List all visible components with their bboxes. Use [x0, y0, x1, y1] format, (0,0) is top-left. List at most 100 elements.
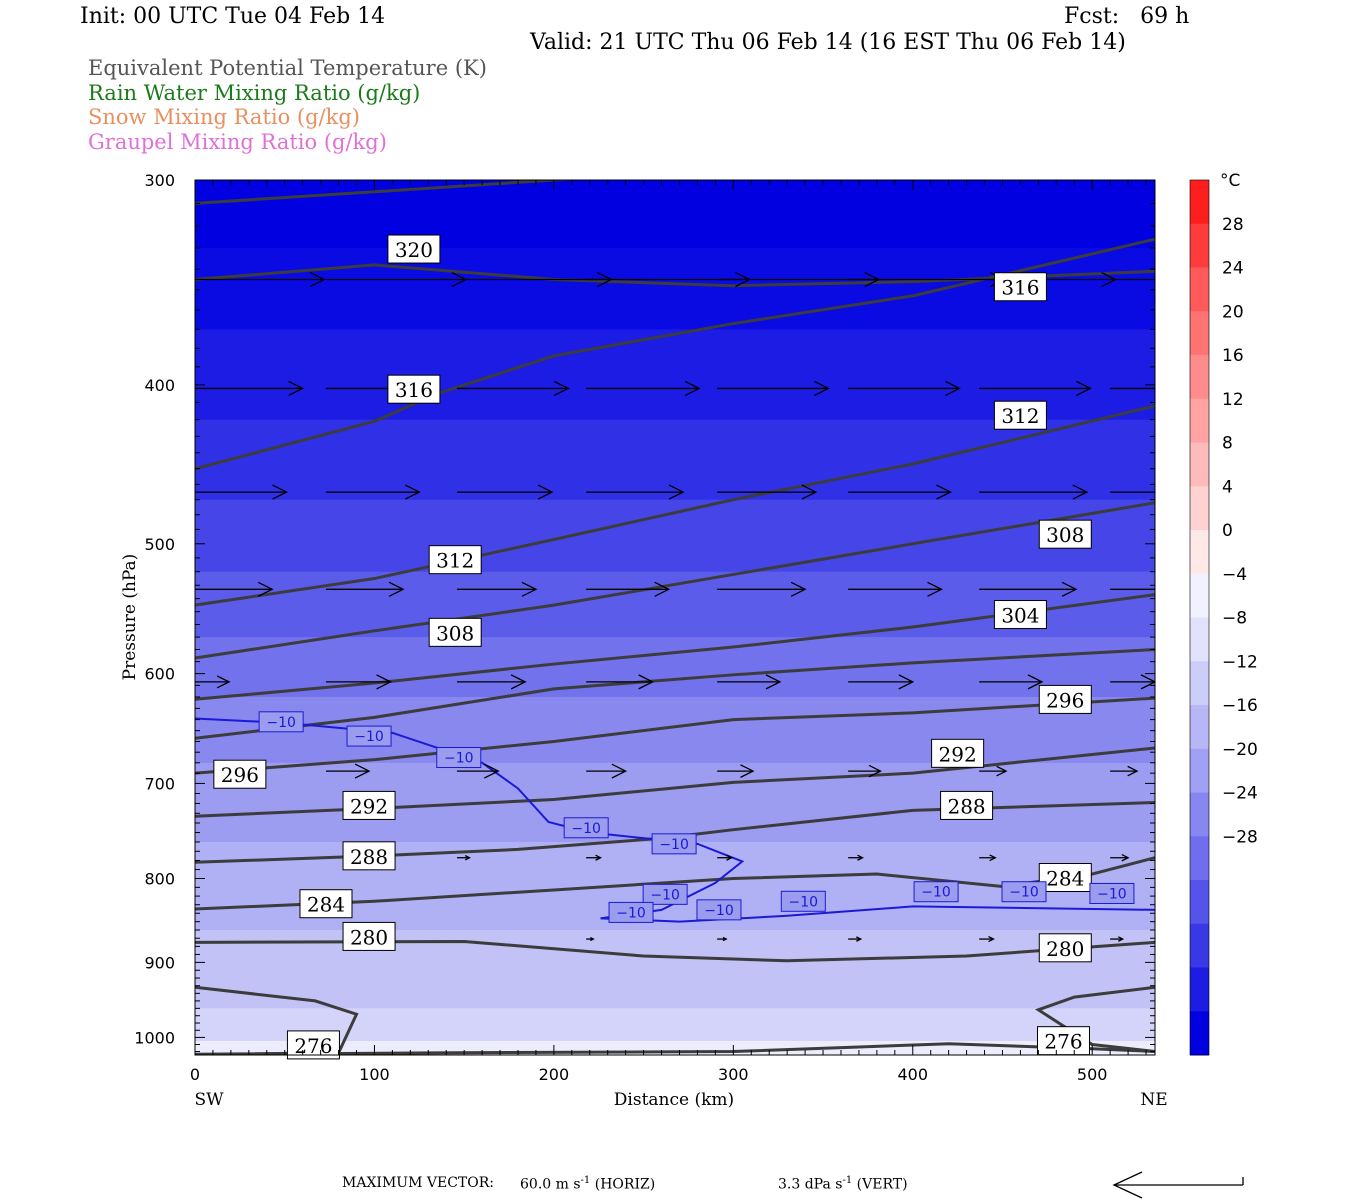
x-tick-label: 0 — [190, 1065, 200, 1084]
colorbar-level-label: 4 — [1222, 477, 1233, 497]
wind-arrow — [586, 936, 595, 942]
theta-e-label: 276 — [294, 1034, 332, 1058]
wind-arrow — [586, 581, 671, 597]
isotherm-label-box — [346, 725, 392, 747]
theta-e-label-box — [1038, 863, 1092, 893]
theta-e-label-box — [213, 759, 267, 789]
wind-arrow-head — [1118, 936, 1125, 942]
theta-e-label: 320 — [395, 238, 433, 262]
wind-arrow — [456, 581, 538, 597]
vert-unit-sup: -1 — [842, 1175, 853, 1186]
x-tick-label: 300 — [718, 1065, 749, 1084]
wind-arrow — [717, 484, 818, 500]
vert-vector-value: 3.3 dPa s-1 (VERT) — [778, 1175, 908, 1193]
theta-e-label-box — [387, 374, 441, 404]
init-time: Init: 00 UTC Tue 04 Feb 14 — [80, 4, 386, 29]
wind-arrow — [979, 765, 1008, 777]
wind-arrow-head — [857, 854, 864, 861]
theta-e-label: 284 — [1046, 867, 1084, 891]
wind-arrow — [717, 854, 733, 861]
colorbar-level-label: 0 — [1222, 521, 1233, 541]
wind-arrow — [1110, 936, 1125, 942]
wind-arrow — [586, 854, 602, 861]
colorbar-swatch — [1190, 486, 1209, 531]
wind-arrow — [1110, 765, 1139, 777]
x-end-label-left: SW — [194, 1090, 224, 1110]
wind-arrow — [325, 484, 421, 500]
colorbar-level-label: 28 — [1222, 215, 1244, 235]
wind-arrow-head — [988, 935, 995, 943]
isotherm-label: −10 — [704, 903, 734, 919]
wind-arrow-head — [483, 763, 500, 779]
wind-arrow-head — [1121, 854, 1130, 862]
contour-labels: 3203163163123123083083042962962922922882… — [213, 234, 1135, 1060]
theta-e-line — [195, 404, 1155, 607]
isotherm-label: −10 — [616, 905, 646, 921]
wind-arrow-head — [595, 854, 602, 861]
theta-e-label-box — [993, 600, 1047, 630]
isotherm-label: −10 — [1009, 885, 1039, 901]
wind-arrow-head — [868, 764, 882, 778]
isotherm-label-box — [780, 890, 826, 912]
theta-e-line — [195, 940, 1155, 963]
wind-arrow — [195, 380, 305, 397]
isotherm-label-box — [1001, 881, 1047, 903]
theta-e-label: 284 — [307, 893, 345, 917]
wind-arrow-head — [801, 484, 818, 500]
wind-arrow-head — [1061, 581, 1078, 597]
horiz-unit-sup: -1 — [580, 1175, 591, 1186]
wind-arrow — [1110, 387, 1155, 390]
colorbar-swatch — [1190, 311, 1209, 356]
theta-e-label-box — [1036, 1026, 1090, 1056]
wind-arrow — [195, 675, 231, 689]
theta-e-line — [195, 237, 1155, 471]
isotherm-label-box — [436, 747, 482, 769]
wind-arrow-head — [638, 674, 655, 690]
wind-arrow — [717, 764, 755, 778]
wind-arrow — [325, 763, 371, 779]
theta-e-label-box — [428, 545, 482, 575]
theta-e-label-box — [931, 738, 985, 768]
theta-e-label-box — [1038, 933, 1092, 963]
colorbar-level-label: 16 — [1222, 346, 1244, 366]
wind-arrow — [1110, 491, 1155, 493]
isotherm-label: −10 — [659, 837, 689, 853]
wind-arrow — [717, 674, 782, 690]
colorbar-swatch — [1190, 836, 1209, 881]
wind-arrow — [979, 674, 1044, 690]
wind-arrow-head — [668, 484, 685, 500]
theta-e-label-box — [342, 921, 396, 951]
wind-arrow — [848, 380, 961, 397]
y-tick-label: 1000 — [134, 1028, 175, 1047]
isotherm-label: −10 — [354, 729, 384, 745]
wind-arrow — [848, 484, 952, 500]
wind-arrow — [325, 674, 393, 690]
theta-e-label-box — [940, 790, 994, 820]
wind-arrow-head — [1127, 765, 1139, 777]
x-axis-title: Distance (km) — [614, 1090, 734, 1110]
wind-arrow-head — [611, 763, 628, 779]
shading-band — [195, 499, 1155, 573]
theta-e-label: 308 — [436, 621, 474, 645]
shading-band — [195, 419, 1155, 501]
wind-arrow — [717, 581, 807, 597]
isotherm-label: −10 — [444, 751, 474, 767]
horiz-tag: (HORIZ) — [594, 1176, 656, 1193]
y-tick-label: 900 — [144, 953, 175, 972]
x-end-label-right: NE — [1140, 1090, 1167, 1110]
colorbar-level-label: −16 — [1222, 696, 1258, 716]
colorbar-swatch — [1190, 792, 1209, 837]
wind-arrow — [717, 380, 830, 397]
shading-band — [195, 180, 1155, 249]
wind-arrow — [1110, 854, 1130, 862]
horiz-value: 60.0 m s — [520, 1176, 581, 1193]
colorbar-level-label: −28 — [1222, 827, 1258, 847]
isotherm-label-box — [563, 817, 609, 839]
theta-e-label: 276 — [1044, 1030, 1082, 1054]
wind-arrow-head — [354, 763, 371, 779]
temperature-shading — [195, 180, 1155, 1055]
isotherm-label-box — [913, 881, 959, 903]
wind-arrow-head — [309, 271, 326, 288]
colorbar-swatch — [1190, 267, 1209, 312]
